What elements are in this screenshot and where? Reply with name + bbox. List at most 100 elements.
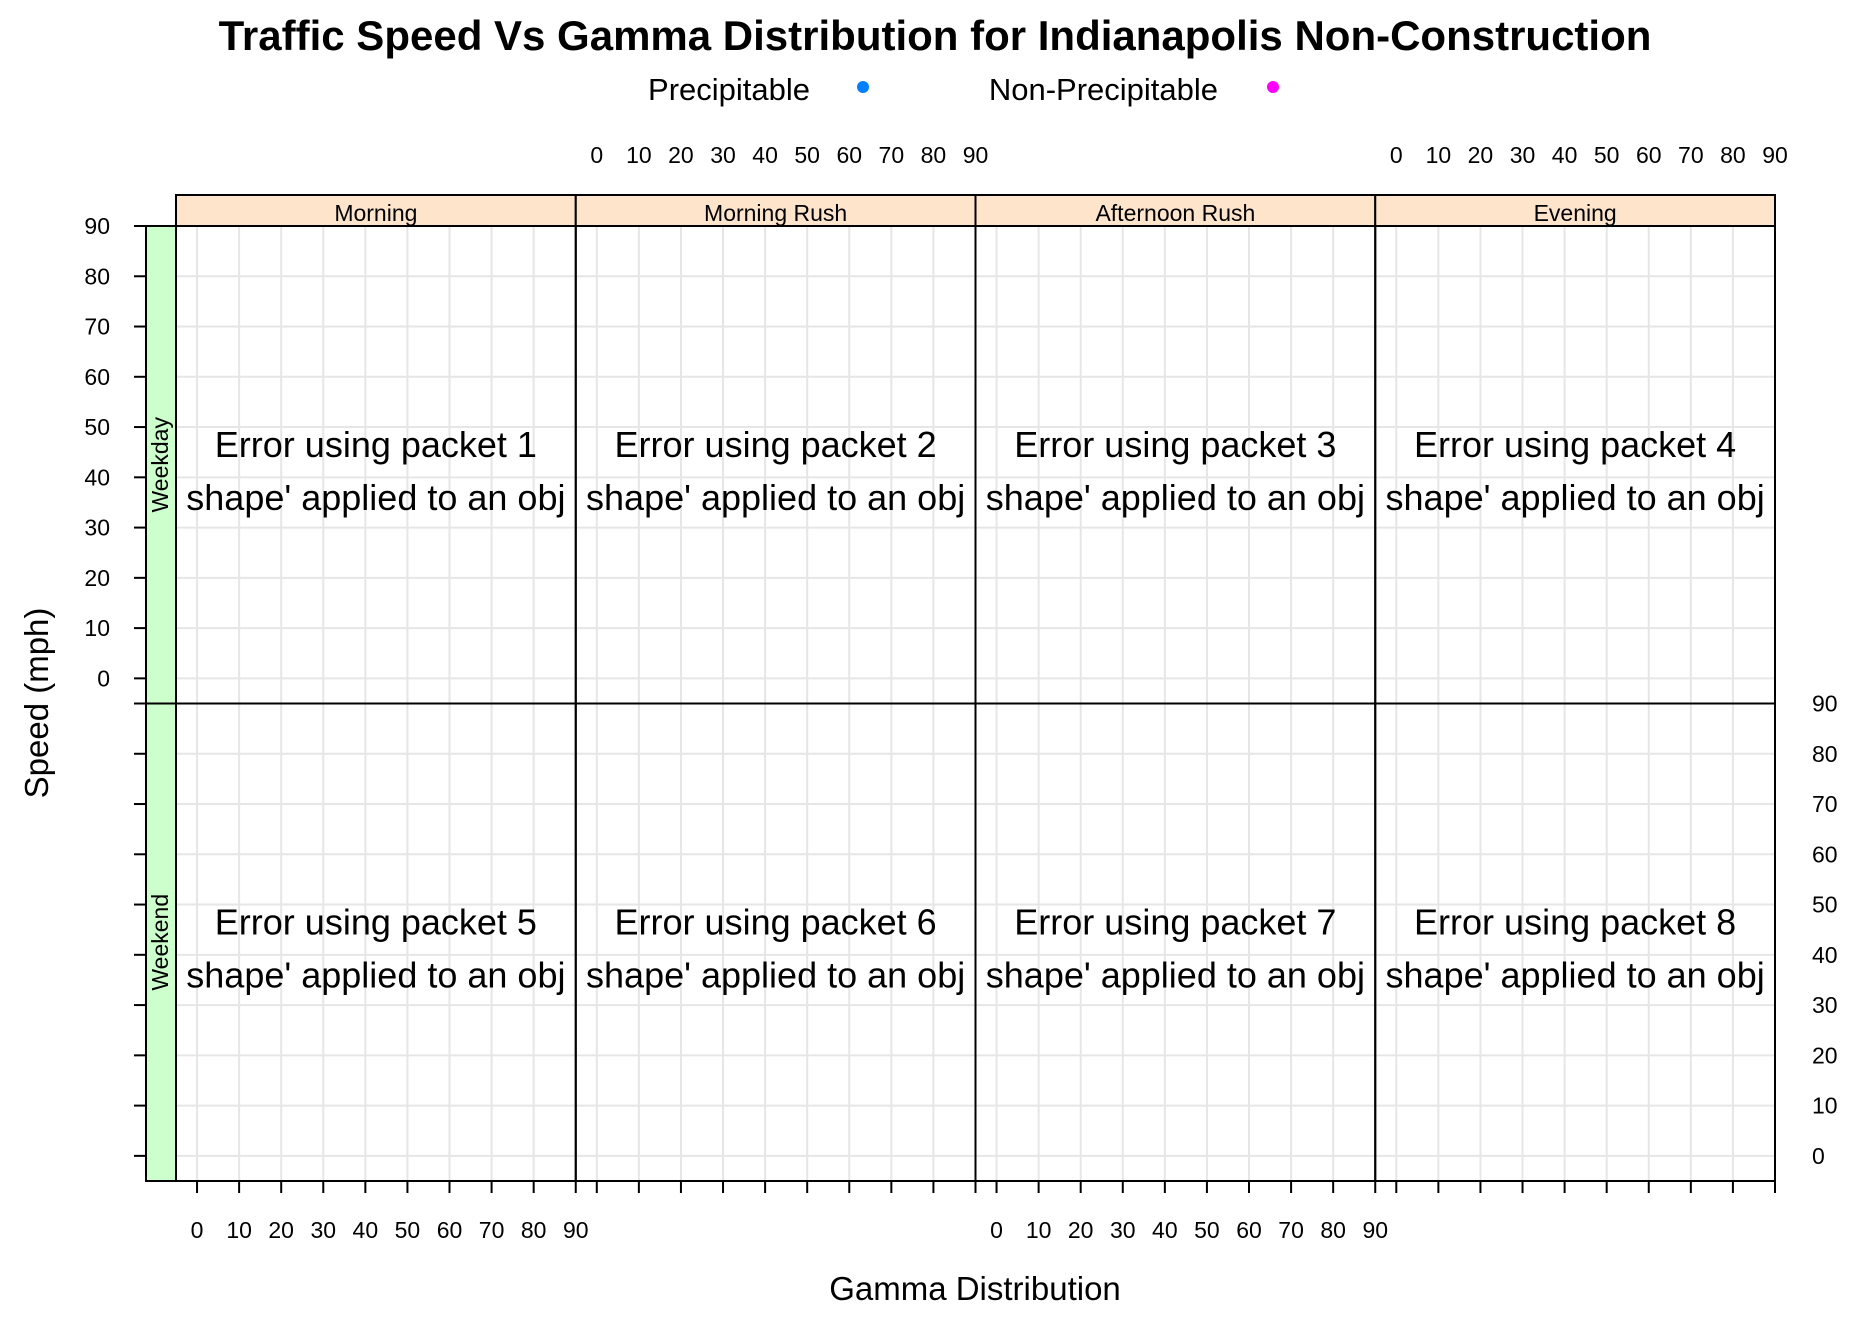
panel-frame [1374,702,1776,1182]
y-tick-label-left: 50 [84,414,110,440]
x-tick-label-bottom: 70 [479,1217,505,1243]
x-tick-label-top: 60 [836,142,862,168]
x-tick-label-bottom: 80 [521,1217,547,1243]
column-strip-label: Evening [1534,200,1617,226]
panel-error-detail: shape' applied to an obj [186,477,565,518]
y-tick-label-left: 90 [84,213,110,239]
panel-frame [974,225,1377,705]
y-tick-label-right: 10 [1812,1093,1838,1119]
x-tick-label-top: 40 [752,142,778,168]
x-tick-label-bottom: 90 [1362,1217,1388,1243]
panel-error-detail: shape' applied to an obj [1386,954,1765,995]
y-tick-label-right: 0 [1812,1143,1825,1169]
legend-marker-precipitable [857,81,869,93]
panel-error-message: Error using packet 1 [215,424,537,465]
x-tick-label-bottom: 60 [437,1217,463,1243]
y-axis-label: Speed (mph) [18,608,55,799]
x-tick-label-bottom: 50 [1194,1217,1220,1243]
x-tick-label-top: 70 [879,142,905,168]
x-tick-label-top: 20 [1468,142,1494,168]
x-tick-label-top: 30 [710,142,736,168]
y-tick-label-right: 40 [1812,942,1838,968]
column-strip [175,194,577,227]
x-tick-label-bottom: 20 [268,1217,294,1243]
x-tick-label-top: 50 [794,142,820,168]
column-strip-label: Afternoon Rush [1095,200,1255,226]
x-tick-label-bottom: 20 [1068,1217,1094,1243]
x-tick-label-bottom: 50 [395,1217,421,1243]
panel-error-message: Error using packet 4 [1414,424,1736,465]
y-tick-label-right: 30 [1812,992,1838,1018]
x-tick-label-bottom: 80 [1320,1217,1346,1243]
legend-marker-non-precipitable [1267,81,1279,93]
panel-error-message: Error using packet 7 [1014,901,1336,942]
x-tick-label-top: 80 [921,142,947,168]
legend: Precipitable Non-Precipitable [648,72,1279,107]
x-tick-label-bottom: 10 [1026,1217,1052,1243]
x-tick-label-bottom: 70 [1278,1217,1304,1243]
x-tick-label-top: 70 [1678,142,1704,168]
row-strip-label: Weekend [147,894,173,991]
x-tick-label-top: 60 [1636,142,1662,168]
y-tick-label-left: 30 [84,515,110,541]
panel-error-message: Error using packet 3 [1014,424,1336,465]
panel-error-detail: shape' applied to an obj [986,477,1365,518]
chart-title: Traffic Speed Vs Gamma Distribution for … [219,12,1652,59]
x-tick-label-bottom: 0 [191,1217,204,1243]
y-tick-label-right: 70 [1812,791,1838,817]
panel-frame [175,225,577,705]
row-strip [145,225,177,705]
x-tick-label-top: 10 [1426,142,1452,168]
panel-error-message: Error using packet 2 [615,424,937,465]
panel-error-detail: shape' applied to an obj [586,954,965,995]
row-strip-label: Weekday [147,417,173,513]
x-tick-label-bottom: 10 [226,1217,252,1243]
y-tick-label-right: 20 [1812,1042,1838,1068]
y-tick-label-right: 80 [1812,741,1838,767]
row-strip [145,702,177,1182]
x-tick-label-top: 10 [626,142,652,168]
x-tick-label-top: 0 [590,142,603,168]
x-tick-label-top: 20 [668,142,694,168]
y-tick-label-right: 90 [1812,691,1838,717]
panel-error-detail: shape' applied to an obj [1386,477,1765,518]
x-tick-label-top: 40 [1552,142,1578,168]
y-tick-label-left: 0 [97,665,110,691]
x-tick-label-bottom: 40 [1152,1217,1178,1243]
panel-frame [175,702,577,1182]
y-tick-label-left: 60 [84,364,110,390]
x-tick-label-bottom: 60 [1236,1217,1262,1243]
y-tick-label-left: 70 [84,314,110,340]
x-tick-label-top: 80 [1720,142,1746,168]
panel-frame [1374,225,1776,705]
panel-error-message: Error using packet 6 [615,901,937,942]
panel-error-detail: shape' applied to an obj [586,477,965,518]
panel-frame [574,702,977,1182]
x-tick-label-top: 90 [1762,142,1788,168]
x-tick-label-bottom: 40 [353,1217,379,1243]
x-tick-label-bottom: 90 [563,1217,589,1243]
panel-grid: Error using packet 5 shape' applied to an… [84,142,1837,1243]
panel-frame [974,702,1377,1182]
x-tick-label-top: 90 [963,142,989,168]
panel-error-message: Error using packet 5 [215,901,537,942]
x-tick-label-top: 0 [1390,142,1403,168]
y-tick-label-left: 80 [84,263,110,289]
x-tick-label-bottom: 30 [1110,1217,1136,1243]
y-tick-label-left: 40 [84,464,110,490]
x-tick-label-bottom: 0 [990,1217,1003,1243]
y-tick-label-right: 50 [1812,892,1838,918]
legend-label-non-precipitable: Non-Precipitable [989,72,1218,107]
y-tick-label-left: 20 [84,565,110,591]
x-axis-label: Gamma Distribution [829,1270,1121,1307]
legend-label-precipitable: Precipitable [648,72,810,107]
x-tick-label-top: 30 [1510,142,1536,168]
column-strip-label: Morning Rush [704,200,847,226]
y-tick-label-left: 10 [84,615,110,641]
y-tick-label-right: 60 [1812,841,1838,867]
panel-error-detail: shape' applied to an obj [186,954,565,995]
panel-error-detail: shape' applied to an obj [986,954,1365,995]
x-tick-label-bottom: 30 [310,1217,336,1243]
column-strip [1374,194,1776,227]
column-strip-label: Morning [334,200,417,226]
